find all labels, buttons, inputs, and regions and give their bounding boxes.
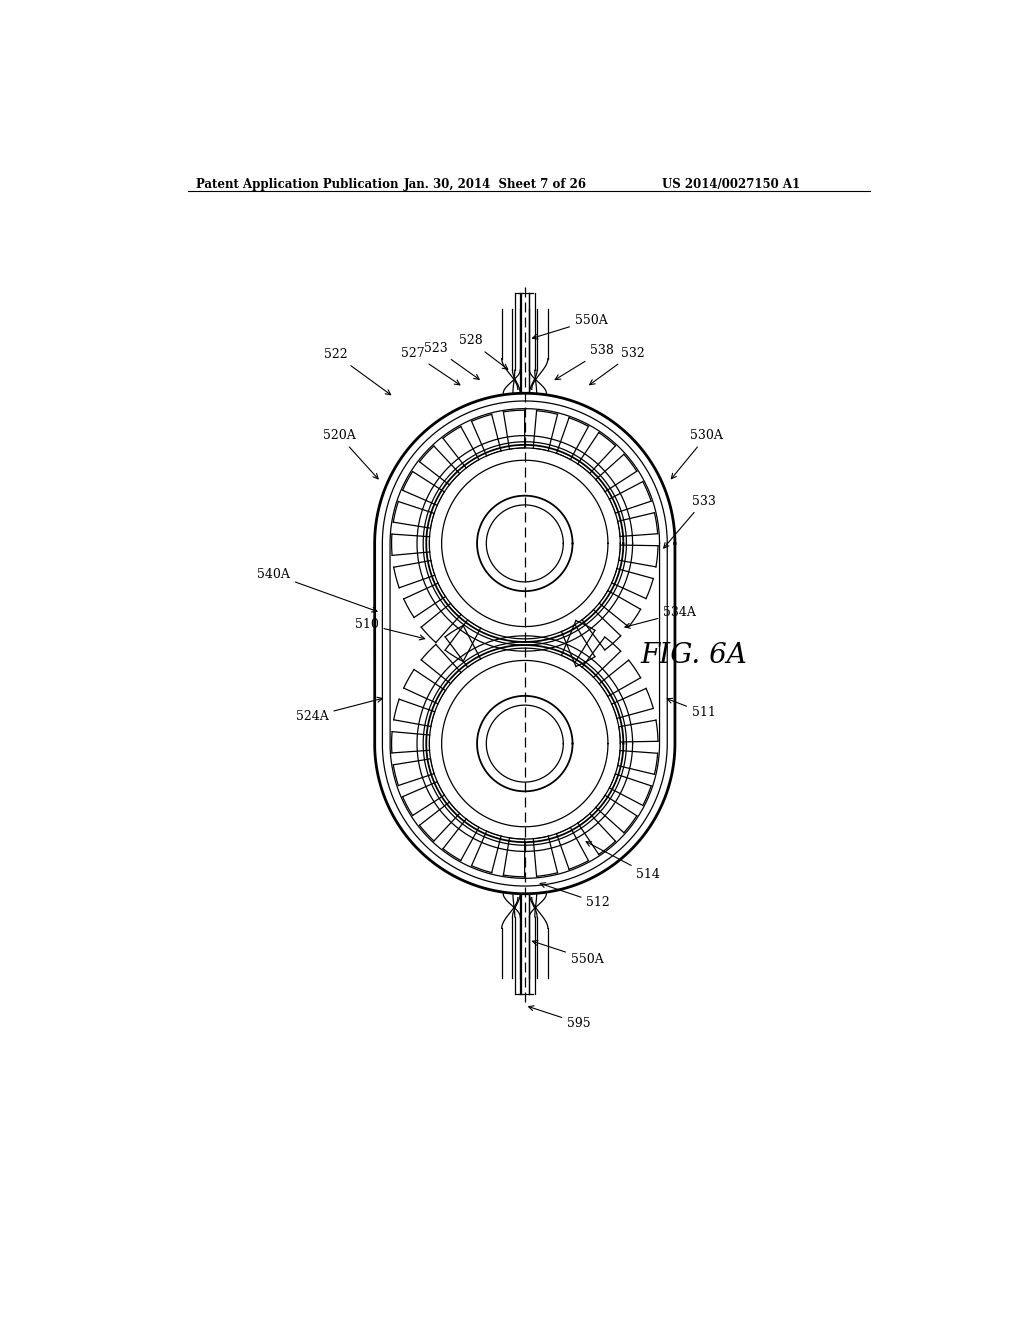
Text: 533: 533: [664, 495, 716, 548]
Text: 514: 514: [586, 842, 660, 880]
Text: 538: 538: [555, 345, 614, 380]
Text: 550A: 550A: [532, 940, 604, 966]
Text: US 2014/0027150 A1: US 2014/0027150 A1: [662, 178, 800, 190]
Text: FIG. 6A: FIG. 6A: [640, 642, 748, 668]
Text: 595: 595: [528, 1006, 591, 1030]
Text: 530A: 530A: [672, 429, 723, 479]
Text: 528: 528: [459, 334, 508, 370]
Text: 534A: 534A: [625, 606, 696, 628]
Text: 550A: 550A: [532, 314, 607, 339]
Text: 532: 532: [590, 347, 645, 384]
Text: 511: 511: [668, 698, 716, 719]
Text: 540A: 540A: [257, 568, 377, 612]
Text: 512: 512: [541, 883, 610, 909]
Text: Jan. 30, 2014  Sheet 7 of 26: Jan. 30, 2014 Sheet 7 of 26: [403, 178, 587, 190]
Text: 522: 522: [324, 348, 390, 395]
Text: 527: 527: [401, 347, 460, 385]
Text: 523: 523: [424, 342, 479, 379]
Text: 524A: 524A: [296, 697, 382, 723]
Text: 510: 510: [354, 618, 425, 640]
Text: Patent Application Publication: Patent Application Publication: [196, 178, 398, 190]
Text: 520A: 520A: [323, 429, 378, 479]
